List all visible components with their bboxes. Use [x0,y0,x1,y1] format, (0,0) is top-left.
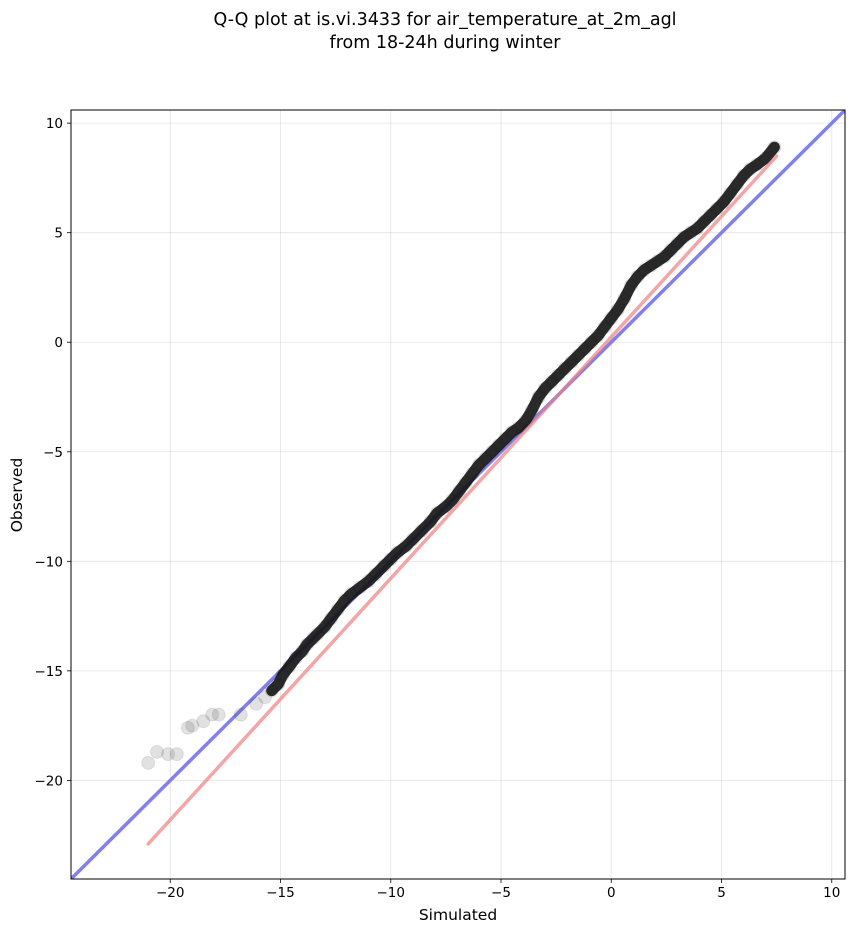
quantile-point [161,747,176,762]
y-tick-label: −10 [35,554,64,570]
axis-ticks: −20 −15 −10 −5 0 5 10 −20 −15 −10 −5 0 5 10 [35,116,841,901]
y-tick-label: 5 [54,226,63,242]
quantile-point [180,720,195,735]
fit-line [146,154,779,846]
x-tick-label: −10 [376,885,405,901]
y-tick-label: 0 [54,335,63,351]
plot-frame [70,109,846,880]
quantile-point [233,707,248,722]
quantile-point [185,718,200,733]
quantile-points [141,140,782,770]
y-tick-label: −15 [35,664,64,680]
x-tick-label: 10 [823,885,840,901]
y-tick-label: −20 [35,773,64,789]
x-tick-label: −5 [491,885,511,901]
quantile-point [211,707,226,722]
fit-line-layer [146,154,779,846]
quantile-point [150,744,164,759]
chart-title: Q-Q plot at is.vi.3433 for air_temperatu… [213,10,676,30]
x-axis-label: Simulated [419,906,497,924]
y-tick-label: −5 [43,445,63,461]
y-axis-label: Observed [8,458,26,533]
y-tick-label: 10 [46,116,63,132]
x-tick-label: −15 [266,885,295,901]
quantile-point [196,714,211,729]
quantile-point [141,755,156,770]
x-tick-label: 5 [717,885,726,901]
x-tick-label: −20 [156,885,185,901]
grid [71,110,845,879]
quantile-point [205,707,220,722]
quantile-point [249,696,264,711]
chart-subtitle: from 18-24h during winter [330,33,562,53]
quantile-dense-band [266,141,780,697]
x-tick-label: 0 [607,885,616,901]
quantile-point [169,747,184,762]
